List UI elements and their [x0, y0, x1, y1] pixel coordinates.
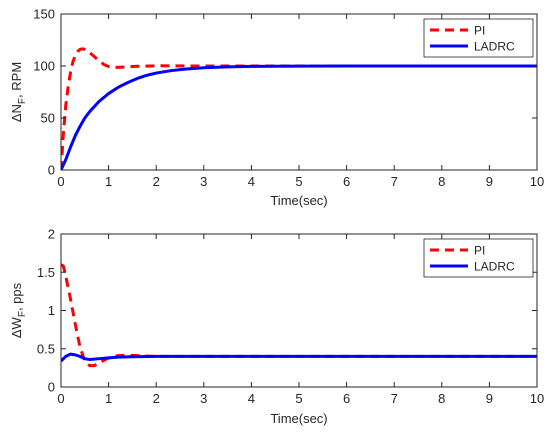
chart-1-xtick-label: 3: [200, 391, 207, 406]
chart-0-ytick-label: 100: [33, 59, 55, 74]
chart-1-ytick-label: 2: [48, 227, 55, 242]
chart-0-series-pi-line: [61, 47, 537, 170]
chart-0-xtick-label: 7: [391, 174, 398, 189]
chart-1-ytick-label: 0.5: [37, 341, 55, 356]
chart-1-xlabel: Time(sec): [270, 411, 327, 426]
chart-0-ylabel-tail: , RPM: [9, 62, 24, 98]
chart-1-ylabel: ΔWF, pps: [9, 282, 28, 338]
bottom-panel: 0 1 2 3 4 5 6 7 8 9 10 0 0.5 1 1.5 2 Time(sec) ΔWF, pps PI…: [9, 227, 544, 427]
chart-1-xtick-label: 7: [391, 391, 398, 406]
chart-0-ylabel-sub: F: [17, 98, 28, 104]
chart-1-xtick-label: 1: [105, 391, 112, 406]
chart-0-legend-label-ladrc: LADRC: [474, 40, 515, 54]
chart-0-xlabel: Time(sec): [270, 193, 327, 208]
chart-1-xtick-label: 9: [486, 391, 493, 406]
chart-1-ylabel-sub: F: [17, 311, 28, 317]
chart-1-xtick-label: 10: [530, 391, 544, 406]
chart-0-ylabel: ΔNF, RPM: [9, 62, 28, 122]
chart-1-series-pi-line: [61, 263, 537, 368]
chart-1-legend-label-pi: PI: [474, 244, 485, 258]
chart-0-xtick-label: 1: [105, 174, 112, 189]
chart-0-ytick-label: 0: [48, 163, 55, 178]
chart-1-ylabel-tail: , pps: [9, 282, 24, 311]
chart-1-xtick-label: 0: [57, 391, 64, 406]
chart-1-xtick-label: 8: [438, 391, 445, 406]
chart-1-ytick-label: 1: [48, 303, 55, 318]
chart-0-ytick-label: 50: [41, 111, 55, 126]
chart-1-series-ladrc-line: [61, 352, 537, 363]
chart-0-xtick-label: 9: [486, 174, 493, 189]
chart-1-ytick-label: 1.5: [37, 265, 55, 280]
chart-1-ytick-label: 0: [48, 380, 55, 395]
chart-0-ylabel-main: ΔN: [9, 104, 24, 122]
chart-1-legend-box: [423, 238, 534, 278]
chart-0-xtick-label: 8: [438, 174, 445, 189]
chart-0-xtick-label: 10: [530, 174, 544, 189]
chart-1-xtick-label: 4: [248, 391, 255, 406]
chart-0-xtick-label: 2: [153, 174, 160, 189]
chart-0-series-ladrc-line: [61, 64, 537, 170]
chart-0-xtick-label: 5: [295, 174, 302, 189]
chart-1-xtick-label: 2: [153, 391, 160, 406]
chart-0-legend-box: [423, 18, 534, 58]
chart-0-legend-label-pi: PI: [474, 24, 485, 38]
chart-0-xtick-label: 0: [57, 174, 64, 189]
chart-1-xtick-label: 5: [295, 391, 302, 406]
chart-1-ylabel-main: ΔW: [9, 316, 24, 338]
chart-1-xtick-label: 6: [343, 391, 350, 406]
chart-0-xtick-label: 6: [343, 174, 350, 189]
chart-0-xtick-label: 3: [200, 174, 207, 189]
chart-0-ytick-label: 150: [33, 7, 55, 22]
chart-1-legend-label-ladrc: LADRC: [474, 260, 515, 274]
chart-0-xtick-label: 4: [248, 174, 255, 189]
